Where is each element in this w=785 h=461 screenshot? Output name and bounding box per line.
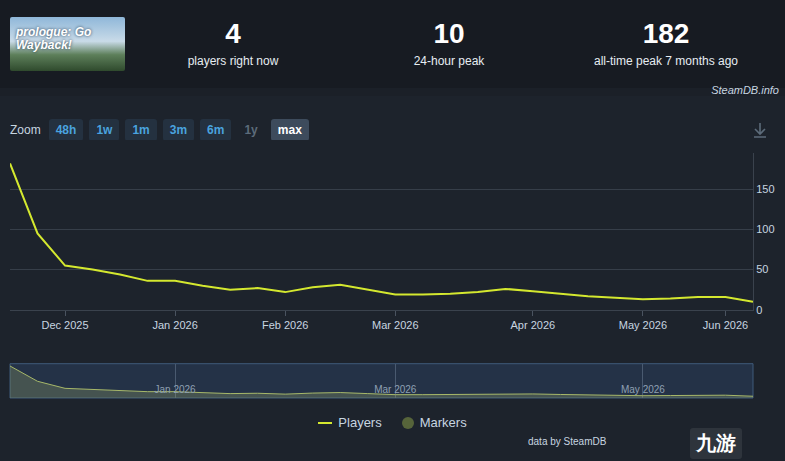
html-text:Players: Players: [338, 415, 382, 430]
svg-text:Jan 2026: Jan 2026: [152, 319, 197, 331]
svg-text:Jan 2026: Jan 2026: [155, 384, 197, 395]
html-text:1w: 1w: [96, 123, 113, 137]
html-text:1y: 1y: [244, 123, 258, 137]
html-text:SteamDB.info: SteamDB.info: [711, 84, 779, 96]
html-text:九游: 九游: [696, 432, 736, 454]
html-text:all-time peak 7 months ago: all-time peak 7 months ago: [594, 54, 738, 68]
svg-text:100: 100: [756, 223, 774, 235]
html-text:182: 182: [642, 18, 690, 49]
html-text:4: 4: [225, 18, 241, 49]
svg-text:150: 150: [756, 183, 774, 195]
html-text:players right now: players right now: [187, 54, 279, 68]
html-text:48h: 48h: [55, 123, 77, 137]
html-text:Zoom: Zoom: [10, 123, 41, 137]
html-text:max: max: [277, 123, 302, 137]
svg-text:50: 50: [756, 263, 768, 275]
svg-text:May 2026: May 2026: [619, 319, 667, 331]
html-text:10: 10: [433, 18, 465, 49]
html-text:data by SteamDB: data by SteamDB: [528, 436, 607, 447]
svg-text:Mar 2026: Mar 2026: [372, 319, 418, 331]
html-text:24-hour peak: 24-hour peak: [413, 54, 485, 68]
svg-text:Mar 2026: Mar 2026: [374, 384, 417, 395]
svg-text:Jun 2026: Jun 2026: [703, 319, 748, 331]
svg-text:Dec 2025: Dec 2025: [41, 319, 88, 331]
html-text:6m: 6m: [207, 123, 225, 137]
svg-text:May 2026: May 2026: [621, 384, 665, 395]
html-text:1m: 1m: [132, 123, 150, 137]
svg-text:Apr 2026: Apr 2026: [511, 319, 556, 331]
html-text:3m: 3m: [169, 123, 188, 137]
svg-text:Feb 2026: Feb 2026: [262, 319, 308, 331]
svg-text:0: 0: [756, 304, 762, 316]
html-text:prologue: Go Wayback!: prologue: Go Wayback!: [16, 25, 92, 52]
html-text:Markers: Markers: [419, 415, 467, 430]
